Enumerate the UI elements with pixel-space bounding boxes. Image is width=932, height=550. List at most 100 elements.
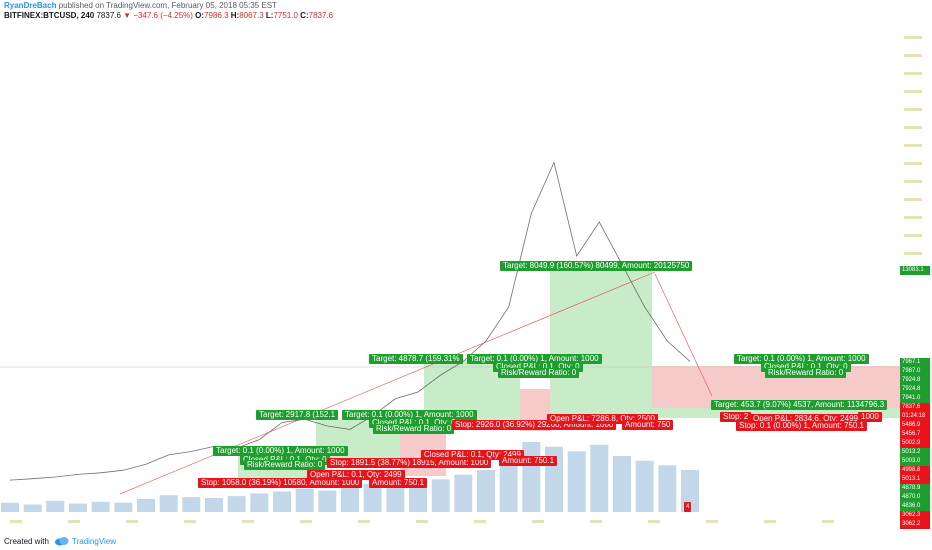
symbol: BITFINEX:BTCUSD, 240 — [4, 11, 95, 20]
trade1-open-pnl-label: Open P&L: 0.1, Qty: 2499 — [307, 470, 405, 480]
volume-bar — [1, 502, 19, 512]
price-tag: 7924.8 — [900, 376, 930, 385]
trade1-stop-label: Stop: 1058.0 (36.19%) 10580, Amount: 100… — [198, 478, 363, 488]
trade3-target-secondary-label: Target: 0.1 (0.00%) 1, Amount: 1000 — [467, 354, 602, 364]
short-stop-secondary-label: Stop: 0.1 (0.00%) 1, Amount: 750.1 — [736, 421, 867, 431]
price-scale-tick — [904, 90, 922, 93]
chart-area[interactable]: Target: 0.1 (0.00%) 1, Amount: 1000 Clos… — [0, 24, 932, 526]
volume-bar — [567, 451, 586, 512]
high-value: 8067.3 — [239, 11, 264, 20]
short-open-pnl-label: Open P&L: 2834.6, Qty: 2499 — [750, 414, 861, 424]
volume-bar — [341, 485, 359, 512]
price-tag: 4878.9 — [900, 484, 930, 493]
time-scale-tick — [358, 520, 370, 523]
footer: Created with TradingView — [0, 532, 932, 550]
short-target-secondary-label: Target: 453.7 (9.07%) 4537, Amount: 1134… — [711, 400, 888, 410]
short-closed-pnl-label: Closed P&L: 0.1, Qty: 0 — [761, 362, 851, 372]
price-change: ▼ −347.6 (−4.25%) — [123, 11, 193, 20]
publish-info: RyanDreBach published on TradingView.com… — [4, 1, 277, 10]
volume-bar — [499, 456, 518, 512]
time-scale-tick — [474, 520, 486, 523]
time-scale-tick — [648, 520, 660, 523]
price-tag: 13083.1 — [900, 266, 930, 275]
event-badge[interactable]: 4 — [684, 502, 692, 512]
volume-bars — [1, 442, 699, 512]
volume-bar — [182, 497, 201, 512]
tradingview-brand[interactable]: TradingView — [72, 537, 117, 546]
symbol-info: BITFINEX:BTCUSD, 240 7837.6 ▼ −347.6 (−4… — [4, 11, 333, 20]
time-scale-tick — [242, 520, 254, 523]
short-zone-green — [652, 408, 900, 418]
low-value: 7751.0 — [273, 11, 298, 20]
volume-bar — [69, 503, 87, 512]
trade1-target-label: Target: 0.1 (0.00%) 1, Amount: 1000 — [213, 446, 348, 456]
time-scale-tick — [68, 520, 80, 523]
volume-bar — [454, 474, 473, 512]
trade2-risk-reward-label: Risk/Reward Ratio: 0 — [373, 424, 455, 434]
price-scale-tick — [904, 198, 922, 201]
long-zone-4-green — [550, 266, 652, 414]
trade2-closed-pnl-label: Closed P&L: 0.1, Qty: 0 — [369, 418, 459, 428]
publish-date: published on TradingView.com, February 0… — [58, 1, 277, 10]
short-risk-reward-label: Risk/Reward Ratio: 0 — [765, 368, 847, 378]
price-tag: 7941.0 — [900, 394, 930, 403]
volume-bar — [431, 479, 450, 512]
volume-bar — [295, 488, 314, 512]
time-scale[interactable] — [10, 520, 834, 523]
price-scale-tick — [904, 54, 922, 57]
chart-header: RyanDreBach published on TradingView.com… — [0, 0, 932, 24]
price-tag: 5013.2 — [900, 448, 930, 457]
short-amount-label: 1000 — [858, 412, 882, 422]
price-tag: 5456.7 — [900, 430, 930, 439]
trade2-open-pnl-label: Closed P&L: 0.1, Qty: 2499 — [421, 450, 524, 460]
price-scale-tick — [904, 216, 922, 219]
price-scale-tick — [904, 144, 922, 147]
trade4-target-label: Target: 8049.9 (160.57%) 80499, Amount: … — [500, 261, 693, 271]
author-name[interactable]: RyanDreBach — [4, 1, 57, 10]
volume-bar — [114, 502, 133, 512]
high-label: H: — [230, 11, 240, 20]
price-scale-tick — [904, 36, 922, 39]
price-tag: 7967.1 — [900, 358, 930, 367]
price-tag: 7837.6 — [900, 403, 930, 412]
price-tag: 3062.2 — [900, 520, 930, 529]
price-tag: 5486.9 — [900, 421, 930, 430]
price-tag: 7924.8 — [900, 385, 930, 394]
time-scale-tick — [590, 520, 602, 523]
created-with-text: Created with — [4, 537, 49, 546]
open-value: 7986.3 — [204, 11, 229, 20]
price-tag: 4870.0 — [900, 493, 930, 502]
volume-bar — [635, 460, 654, 512]
price-tag: 4836.0 — [900, 502, 930, 511]
price-scale-tick — [904, 252, 922, 255]
trade3-amount-label: Amount: 750 — [622, 420, 674, 430]
price-scale-tick — [904, 126, 922, 129]
trade2-target-label: Target: 2917.8 (152.1 — [256, 410, 339, 420]
price-scale-tick — [904, 180, 922, 183]
volume-bar — [658, 465, 677, 512]
time-scale-tick — [184, 520, 196, 523]
low-label: L: — [265, 11, 274, 20]
time-scale-tick — [10, 520, 22, 523]
price-scale-tick — [904, 108, 922, 111]
time-scale-tick — [126, 520, 138, 523]
time-scale-tick — [532, 520, 544, 523]
projection-line — [654, 273, 713, 397]
volume-bar — [386, 487, 405, 512]
last-price: 7837.6 — [96, 11, 121, 20]
price-tag: 01:24:18 — [900, 412, 930, 421]
trade3-stop-label: Stop: 2926.0 (36.92%) 29260, Amount: 100… — [452, 420, 617, 430]
price-scale-tick — [904, 162, 922, 165]
price-series-line — [9, 161, 691, 481]
volume-bar — [91, 501, 110, 512]
volume-bar — [46, 500, 65, 512]
tradingview-logo-icon — [55, 537, 69, 546]
price-scale-tick — [904, 234, 922, 237]
volume-bar — [23, 504, 42, 512]
volume-bar — [522, 442, 541, 512]
time-scale-tick — [822, 520, 834, 523]
price-scale[interactable] — [904, 36, 922, 273]
trade3-risk-reward-label: Risk/Reward Ratio: 0 — [498, 368, 580, 378]
time-scale-tick — [706, 520, 718, 523]
volume-bar — [613, 456, 631, 512]
